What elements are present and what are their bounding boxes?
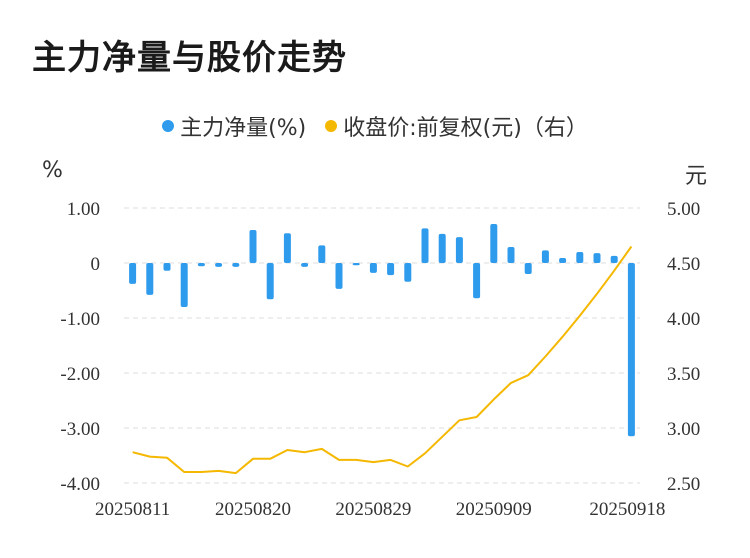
right-tick-label: 5.00: [667, 199, 700, 220]
left-tick-label: -2.00: [60, 364, 100, 385]
bar: [559, 258, 567, 263]
bar: [266, 263, 274, 300]
legend-dot-line: [325, 120, 338, 132]
left-tick-label: -1.00: [60, 309, 100, 330]
bar: [576, 252, 584, 263]
bar: [490, 223, 498, 263]
bar: [197, 263, 205, 267]
bar: [473, 263, 481, 299]
bar: [318, 245, 326, 263]
bar: [455, 237, 463, 263]
x-tick-label: 20250918: [589, 499, 665, 520]
right-tick-label: 2.50: [667, 474, 700, 495]
x-tick-label: 20250829: [335, 499, 411, 520]
right-tick-label: 4.00: [667, 309, 700, 330]
legend-label-net-volume: 主力净量(%): [180, 116, 307, 141]
left-axis-unit: %: [42, 158, 63, 183]
bar: [232, 263, 240, 267]
bar: [404, 263, 412, 282]
right-tick-label: 4.50: [667, 254, 700, 275]
left-tick-label: 1.00: [67, 199, 100, 220]
right-tick-label: 3.00: [667, 419, 700, 440]
bar: [541, 250, 549, 263]
bar: [301, 263, 309, 267]
left-tick-label: -4.00: [60, 474, 100, 495]
right-axis-unit: 元: [685, 164, 708, 189]
left-tick-label: 0: [91, 254, 101, 275]
bar: [352, 263, 360, 266]
bar: [524, 263, 532, 274]
bar: [627, 263, 635, 437]
x-tick-label: 20250811: [95, 499, 170, 520]
legend-label-close-price: 收盘价:前复权(元)（右）: [343, 116, 588, 141]
x-tick-label: 20250820: [215, 499, 291, 520]
bar: [507, 247, 515, 263]
bar: [146, 263, 154, 295]
bar: [129, 263, 137, 284]
bar: [610, 255, 618, 263]
bar: [283, 233, 291, 263]
legend: 主力净量(%) 收盘价:前复权(元)（右）: [0, 110, 750, 142]
chart-title: 主力净量与股价走势: [32, 38, 347, 78]
bar: [421, 228, 429, 263]
bar: [438, 233, 446, 263]
bar: [335, 263, 343, 289]
legend-item-close-price[interactable]: 收盘价:前复权(元)（右）: [325, 110, 588, 142]
right-tick-label: 3.50: [667, 364, 700, 385]
price-line: [132, 245, 633, 475]
bar: [593, 253, 601, 263]
bar: [180, 263, 188, 307]
bar: [387, 263, 395, 276]
bar: [163, 263, 171, 271]
left-tick-label: -3.00: [60, 419, 100, 440]
x-tick-label: 20250909: [456, 499, 532, 520]
bar: [369, 263, 377, 273]
bar: [249, 230, 257, 263]
legend-dot-bar: [162, 120, 175, 132]
legend-item-net-volume[interactable]: 主力净量(%): [162, 110, 306, 142]
bar: [215, 263, 223, 267]
